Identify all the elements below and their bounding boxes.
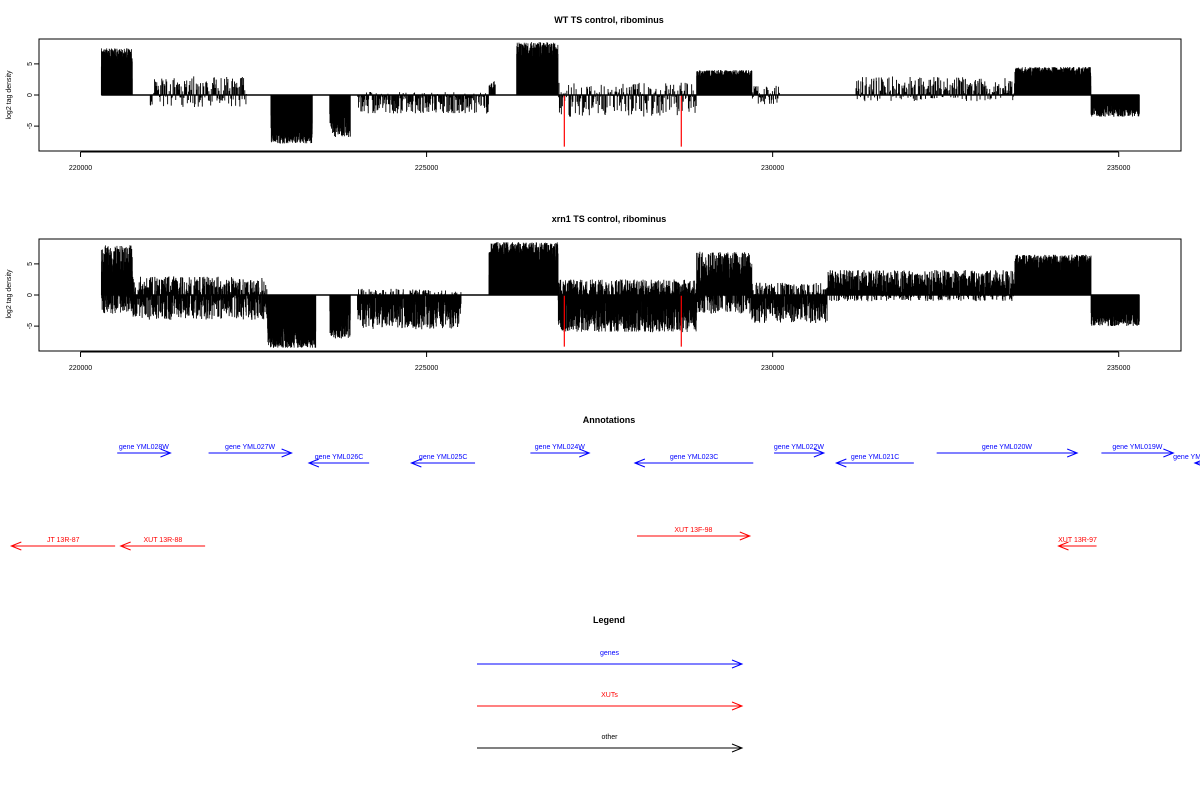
- density-segment: [855, 76, 1015, 102]
- xut-label: XUT 13R-97: [1058, 537, 1097, 544]
- gene-arrow: [1193, 460, 1200, 466]
- gene-arrow: [410, 458, 476, 468]
- y-axis-label: log2 tag density: [6, 269, 13, 319]
- density-segment: [827, 270, 1016, 302]
- density-segment: [100, 48, 133, 95]
- density-segment: [1090, 95, 1140, 117]
- xut-arrow: [636, 531, 752, 541]
- legend-label: genes: [600, 650, 620, 657]
- panel-xrn1: xrn1 TS control, ribominus log2 tag dens…: [6, 214, 1182, 372]
- gene-label: gene YML028W: [119, 444, 169, 451]
- density-segment: [488, 242, 559, 295]
- density-segment: [329, 295, 351, 339]
- gene-label: gene YML024W: [535, 444, 585, 451]
- gene-arrow: [936, 448, 1079, 458]
- density-segment: [357, 288, 462, 330]
- xut-track: JT 13R-87 XUT 13R-88 XUT 13F-98 XUT 13R-97: [9, 527, 1097, 551]
- density-segment: [557, 279, 697, 333]
- xut-arrow: [1057, 541, 1097, 551]
- y-axis: -5 0 5: [27, 62, 40, 129]
- gene-label: gene YML018C: [1173, 454, 1200, 461]
- y-tick-label: 0: [27, 93, 34, 97]
- gene-arrow: [1101, 448, 1175, 458]
- legend-arrow: [477, 701, 744, 711]
- y-tick-label: 5: [27, 262, 34, 266]
- density-segment: [132, 276, 268, 320]
- gene-arrow: [117, 448, 172, 458]
- density-segment: [696, 251, 753, 314]
- xut-label: XUT 13F-98: [674, 527, 712, 534]
- panel-wt: WT TS control, ribominus log2 tag densit…: [6, 15, 1182, 172]
- chart-title: xrn1 TS control, ribominus: [552, 214, 667, 224]
- legend-label: other: [602, 734, 619, 741]
- x-tick-label: 225000: [415, 365, 438, 372]
- legend-arrow: [477, 743, 744, 753]
- xut-arrow: [119, 541, 206, 551]
- y-tick-label: -5: [27, 123, 34, 129]
- annotations-title: Annotations: [583, 415, 636, 425]
- x-tick-label: 230000: [761, 165, 784, 172]
- density-segment: [329, 95, 351, 138]
- gene-arrow: [633, 458, 754, 468]
- gene-label: gene YML022W: [774, 444, 824, 451]
- gene-label: gene YML020W: [982, 444, 1032, 451]
- xut-label: JT 13R-87: [47, 537, 80, 544]
- density-bars: [100, 242, 1140, 348]
- gene-label: gene YML023C: [670, 454, 719, 461]
- y-tick-label: 5: [27, 62, 34, 66]
- y-axis: -5 0 5: [27, 262, 40, 329]
- annotations-track: Annotations gene YML028W gene YML027Wgene…: [9, 415, 1200, 551]
- gene-label: gene YML027W: [225, 444, 275, 451]
- legend-arrow: [477, 659, 744, 669]
- x-tick-label: 225000: [415, 165, 438, 172]
- gene-arrow: [774, 448, 826, 458]
- gene-label: gene YML021C: [851, 454, 900, 461]
- x-tick-label: 220000: [69, 365, 92, 372]
- gene-arrow: [307, 458, 370, 468]
- density-segment: [1090, 295, 1140, 327]
- xut-label: XUT 13R-88: [143, 537, 182, 544]
- density-segment: [557, 82, 697, 117]
- gene-arrow: [834, 458, 914, 468]
- density-segment: [1014, 67, 1092, 95]
- density-segment: [270, 95, 313, 144]
- density-segment: [488, 81, 496, 95]
- gene-arrow: [530, 448, 591, 458]
- density-segment: [100, 245, 133, 314]
- legend-items: genes XUTs other: [477, 650, 744, 753]
- y-tick-label: 0: [27, 293, 34, 297]
- x-tick-label: 230000: [761, 365, 784, 372]
- density-segment: [1014, 254, 1092, 295]
- density-segment: [751, 282, 829, 323]
- x-axis: 220000 225000 230000 235000: [69, 351, 1130, 372]
- gene-label: gene YML025C: [419, 454, 468, 461]
- gene-label: gene YML026C: [315, 454, 364, 461]
- gene-label: gene YML019W: [1112, 444, 1162, 451]
- density-segment: [267, 295, 317, 348]
- chart-title: WT TS control, ribominus: [554, 15, 664, 25]
- legend-label: XUTs: [601, 692, 618, 699]
- density-segment: [516, 42, 559, 95]
- x-tick-label: 220000: [69, 165, 92, 172]
- density-segment: [751, 85, 780, 105]
- gene-arrow: [208, 448, 293, 458]
- density-bars: [100, 42, 1140, 147]
- y-tick-label: -5: [27, 323, 34, 329]
- density-segment: [149, 76, 247, 107]
- xut-arrow: [9, 541, 116, 551]
- legend-title: Legend: [593, 615, 625, 625]
- x-axis: 220000 225000 230000 235000: [69, 151, 1130, 172]
- legend: Legend genes XUTs other: [477, 615, 744, 753]
- x-tick-label: 235000: [1107, 365, 1130, 372]
- density-segment: [696, 70, 753, 95]
- y-axis-label: log2 tag density: [6, 70, 13, 120]
- x-tick-label: 235000: [1107, 165, 1130, 172]
- gene-track: gene YML028W gene YML027W gene YML026C gene…: [117, 444, 1200, 468]
